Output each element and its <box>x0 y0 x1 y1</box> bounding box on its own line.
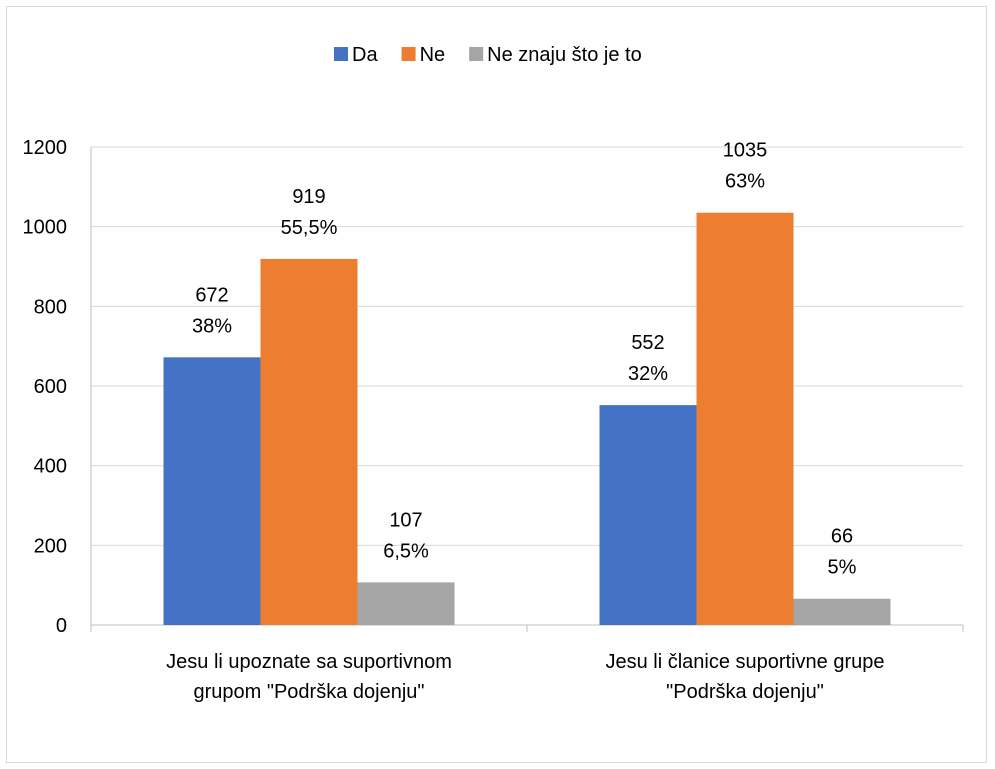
legend-swatch <box>334 47 348 61</box>
bar <box>163 357 261 625</box>
y-tick-label: 400 <box>34 456 67 478</box>
y-tick-label: 1000 <box>23 217 68 239</box>
x-category-label: Jesu li upoznate sa suportivnom <box>166 651 452 673</box>
data-label-percent: 6,5% <box>383 540 429 562</box>
data-label-percent: 55,5% <box>281 217 338 239</box>
legend: Da Ne Ne znaju što je to <box>334 44 642 66</box>
bar <box>793 598 891 625</box>
bar <box>696 212 794 625</box>
y-tick-label: 0 <box>56 615 67 637</box>
legend-swatch <box>401 47 416 61</box>
data-label-value: 919 <box>292 186 325 208</box>
data-label-value: 552 <box>631 332 664 354</box>
bar <box>260 258 358 625</box>
x-category-label: grupom "Podrška dojenju" <box>194 681 425 703</box>
y-tick-label: 800 <box>34 296 67 318</box>
bars <box>163 212 891 625</box>
chart-frame <box>6 6 987 763</box>
data-label-value: 1035 <box>723 140 768 162</box>
y-tick-label: 200 <box>34 535 67 557</box>
data-labels: 672 38% 919 55,5% 107 6,5% 552 32% 1035 63% 66 5% <box>192 140 857 579</box>
data-label-percent: 63% <box>725 171 765 193</box>
bar <box>357 582 455 625</box>
legend-label: Ne <box>420 44 446 66</box>
data-label-value: 66 <box>831 526 853 548</box>
x-category-label: Jesu li članice suportivne grupe <box>605 651 884 673</box>
legend-label: Ne znaju što je to <box>487 44 642 66</box>
bar <box>599 405 697 625</box>
legend-label: Da <box>352 44 378 66</box>
data-label-percent: 32% <box>628 363 668 385</box>
x-category-label: "Podrška dojenju" <box>666 681 824 703</box>
data-label-value: 107 <box>389 509 422 531</box>
y-tick-label: 600 <box>34 376 67 398</box>
y-tick-label: 1200 <box>23 137 68 159</box>
data-label-value: 672 <box>195 284 228 306</box>
data-label-percent: 38% <box>192 315 232 337</box>
legend-swatch <box>469 47 484 61</box>
axes: 0 200 400 600 800 1000 1200 Jesu li upoznate sa… <box>23 137 964 703</box>
data-label-percent: 5% <box>828 557 857 579</box>
